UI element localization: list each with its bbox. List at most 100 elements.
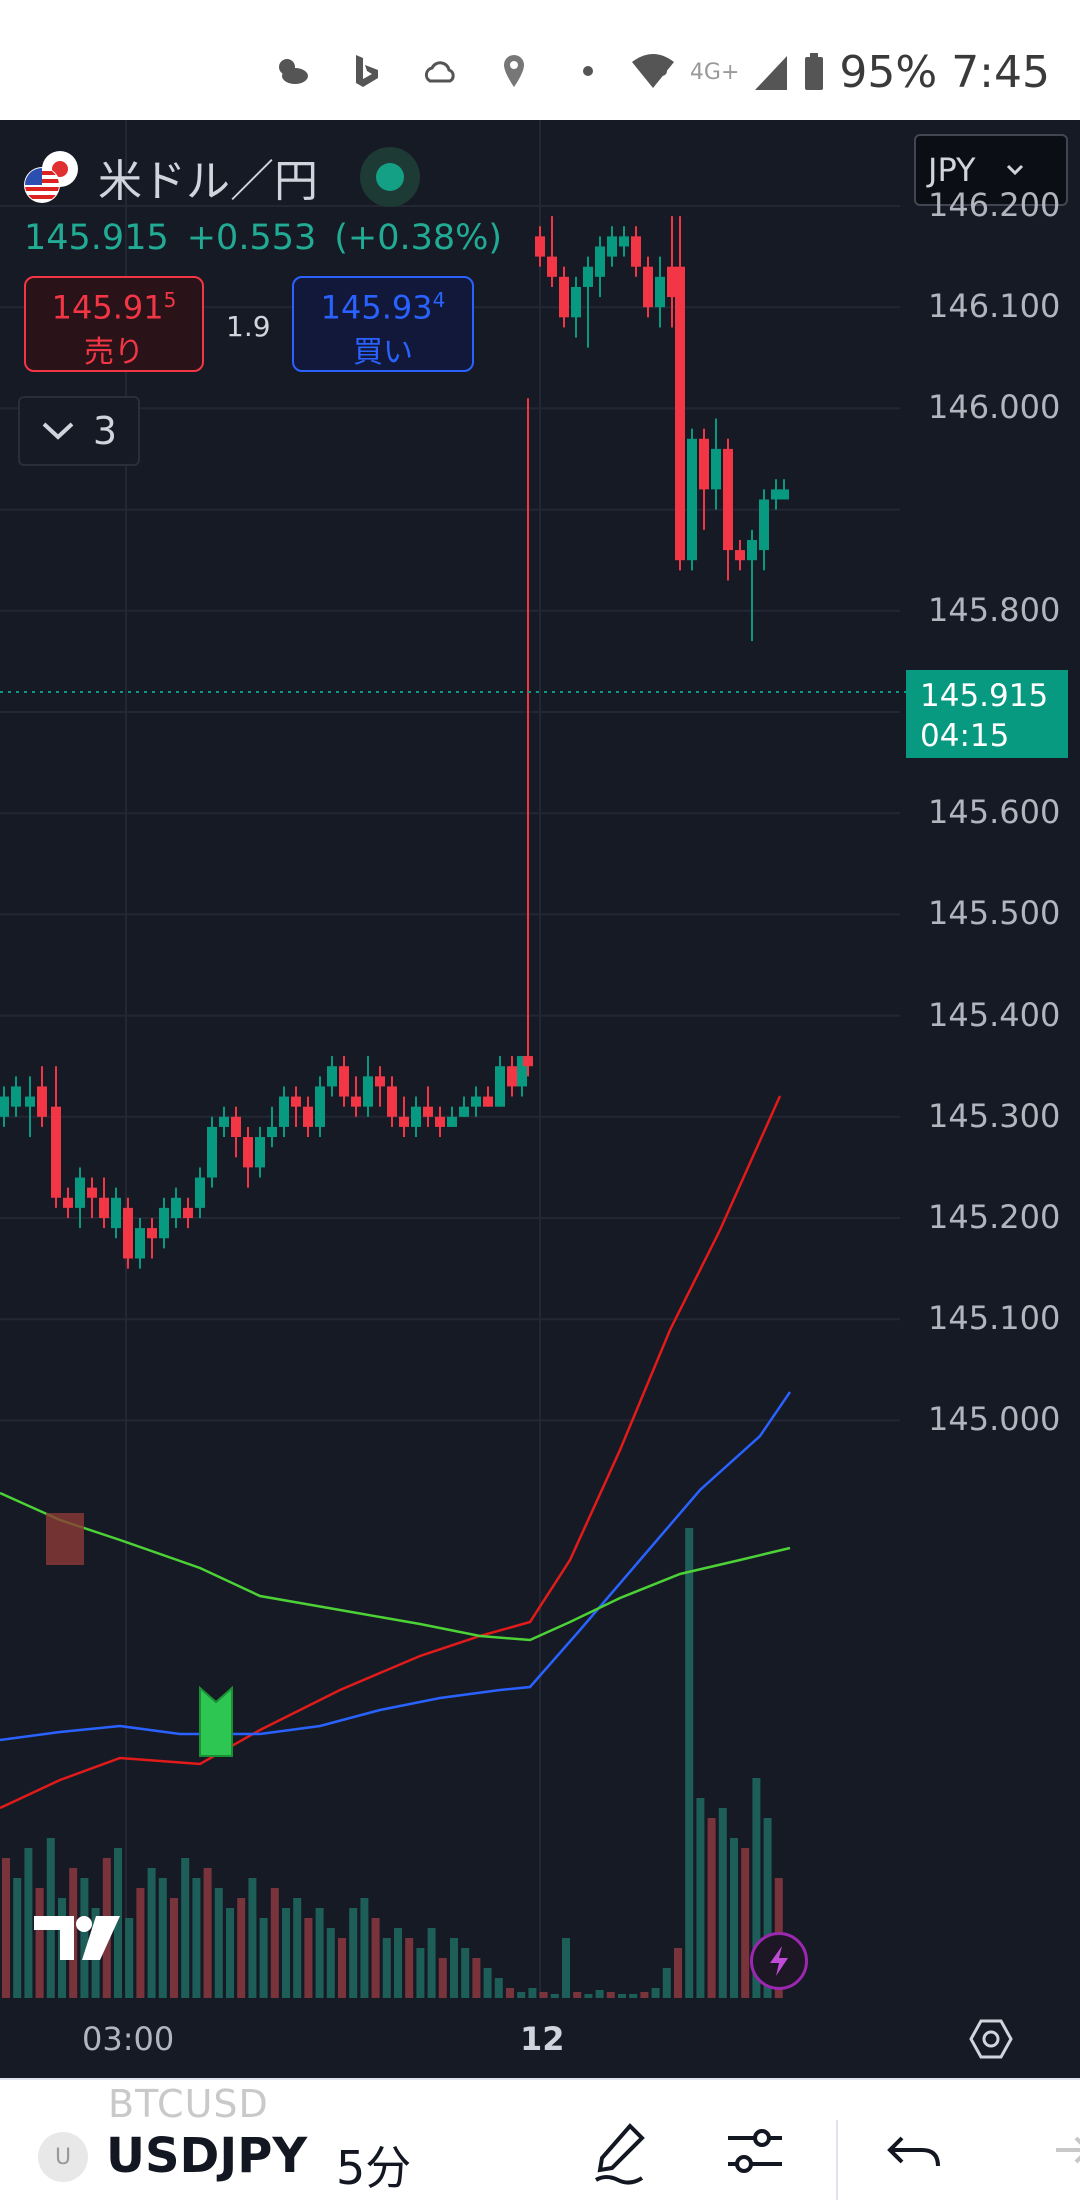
dot-icon: [583, 66, 593, 76]
candle-body: [435, 1116, 445, 1127]
volume-bar: [248, 1878, 257, 1998]
volume-bar: [730, 1838, 738, 1998]
price-axis-label: 145.600: [928, 793, 1061, 832]
candle-body: [387, 1086, 397, 1117]
price-axis-label: 145.300: [928, 1096, 1061, 1135]
candle-body: [219, 1116, 229, 1127]
volume-bar: [584, 1994, 593, 1998]
candle-body: [559, 276, 569, 318]
price-axis-label: 145.800: [928, 590, 1061, 629]
volume-bar: [136, 1888, 145, 1998]
volume-bars: [2, 1528, 783, 1998]
candle-body: [595, 246, 605, 277]
chart-canvas[interactable]: [0, 120, 1080, 2078]
candle-body: [759, 499, 769, 551]
price-change-percent: (+0.38%): [334, 218, 503, 258]
chevron-down-icon: [1006, 164, 1023, 176]
ticker-symbol[interactable]: USDJPY: [106, 2128, 308, 2184]
volume-bar: [147, 1868, 156, 1998]
ma-green-line: [0, 1491, 791, 1642]
candle-body: [483, 1096, 493, 1107]
candle-body: [147, 1228, 157, 1239]
interval-selector[interactable]: 5分: [336, 2141, 412, 2195]
candle-body: [339, 1066, 349, 1097]
candle-body: [0, 1096, 9, 1117]
previous-ticker[interactable]: BTCUSD: [108, 2082, 269, 2126]
volume-bar: [349, 1908, 358, 1998]
currency-value: JPY: [928, 151, 976, 189]
candle-body: [771, 489, 781, 500]
candle-body: [37, 1086, 47, 1117]
redo-icon[interactable]: [1030, 2120, 1080, 2186]
volume-bar: [382, 1938, 391, 1998]
moving-averages: [0, 1095, 792, 1810]
candle-body: [303, 1106, 313, 1127]
volume-bar: [394, 1928, 402, 1998]
candle-body: [655, 276, 665, 308]
volume-bar: [114, 1848, 122, 1998]
sell-button[interactable]: 145.915 売り: [24, 276, 204, 372]
symbol-header[interactable]: 米ドル／円: [24, 142, 420, 212]
battery-icon: [805, 53, 824, 90]
chart-settings-icon[interactable]: [968, 2016, 1014, 2062]
volume-bar: [270, 1888, 279, 1998]
time-label-0300: 03:00: [82, 2020, 175, 2058]
us-flag-icon: [24, 149, 80, 205]
symbol-name[interactable]: 米ドル／円: [98, 156, 318, 207]
volume-bar: [562, 1938, 570, 1998]
bar-countdown: 04:15: [920, 718, 1010, 754]
price-axis-label: 145.200: [928, 1198, 1061, 1236]
volume-bar: [125, 1918, 134, 1998]
volume-bar: [405, 1938, 414, 1998]
buy-button[interactable]: 145.934 買い: [292, 276, 474, 372]
candle-body: [747, 539, 757, 561]
volume-bar: [573, 1992, 582, 1998]
candle-body: [267, 1126, 277, 1138]
buy-label: 買い: [353, 334, 413, 370]
candle-body: [183, 1207, 193, 1218]
price-chart[interactable]: 米ドル／円 145.915 +0.553 (+0.38%) 145.915 売り 1…: [0, 120, 1080, 2078]
buy-signal-marker: [199, 1685, 233, 1757]
volume-bar: [506, 1988, 514, 1998]
volume-bar: [416, 1948, 425, 1998]
candle-body: [619, 236, 629, 247]
volume-bar: [494, 1978, 503, 1998]
candle-body: [159, 1207, 169, 1239]
lightning-button[interactable]: [750, 1932, 808, 1990]
cloud-icon: [424, 61, 455, 83]
volume-bar: [438, 1958, 447, 1998]
candle-body: [643, 266, 653, 308]
volume-bar: [259, 1918, 268, 1998]
candle-body: [675, 266, 685, 561]
undo-icon[interactable]: [882, 2120, 948, 2186]
candle-body: [327, 1066, 337, 1087]
spread-value: 1.9: [226, 310, 271, 343]
volume-bar: [170, 1898, 178, 1998]
draw-icon[interactable]: [586, 2120, 652, 2186]
tradingview-logo-icon[interactable]: [30, 1910, 126, 1966]
volume-bar: [181, 1858, 190, 1998]
volume-bar: [461, 1948, 470, 1998]
volume-bar: [528, 1988, 537, 1998]
volume-bar: [707, 1818, 716, 1998]
price-axis-label: 145.400: [928, 995, 1061, 1034]
price-axis-label: 146.000: [928, 388, 1061, 427]
candle-body: [231, 1116, 241, 1138]
indicator-list-toggle[interactable]: 3: [18, 396, 140, 466]
candle-body: [459, 1106, 469, 1117]
candle-body: [583, 266, 593, 287]
candlesticks: [0, 216, 789, 1269]
volume-bar: [618, 1994, 626, 1998]
status-icons: [272, 46, 682, 96]
indicators-icon[interactable]: [722, 2120, 788, 2186]
candle-body: [779, 489, 789, 500]
candle-body: [495, 1066, 505, 1107]
candle-body: [447, 1116, 457, 1127]
ma-red-line: [0, 1095, 782, 1810]
volume-bar: [326, 1928, 335, 1998]
volume-bar: [741, 1848, 750, 1998]
currency-select[interactable]: JPY: [914, 134, 1068, 206]
candle-body: [471, 1096, 481, 1107]
time-label-12: 12: [520, 2020, 565, 2058]
volume-bar: [640, 1992, 649, 1998]
